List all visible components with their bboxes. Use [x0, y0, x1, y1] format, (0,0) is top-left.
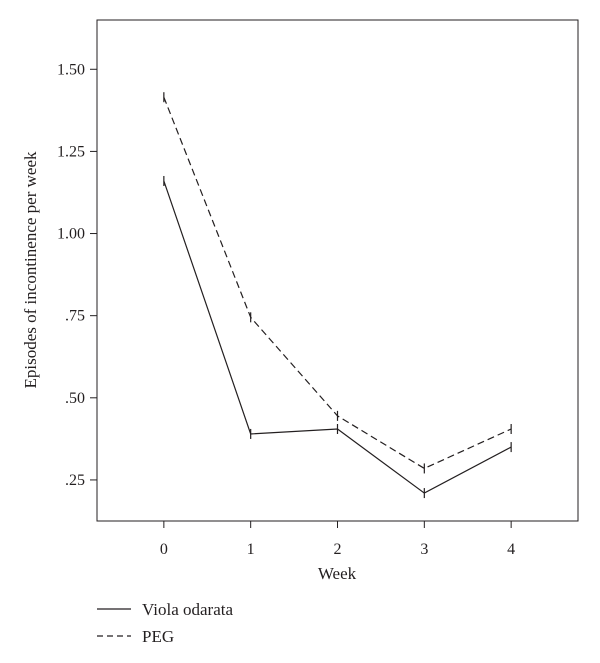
- legend-label-viola-odarata: Viola odarata: [142, 600, 233, 619]
- x-tick-label: 2: [334, 541, 342, 558]
- x-tick-label: 0: [160, 541, 168, 558]
- y-tick-label: .25: [65, 472, 85, 489]
- y-axis-title: Episodes of incontinence per week: [21, 151, 40, 388]
- legend-label-peg: PEG: [142, 627, 174, 646]
- series-line-viola-odarata: [163, 180, 512, 494]
- y-tick-label: 1.00: [57, 226, 85, 243]
- y-tick-label: .50: [65, 390, 85, 407]
- series-layer: [163, 92, 512, 499]
- y-tick-label: 1.25: [57, 143, 85, 160]
- y-axis: .25 .50 .75 1.00 1.25 1.50: [57, 61, 97, 489]
- x-tick-label: 3: [420, 541, 428, 558]
- x-axis: 0 1 2 3 4: [160, 521, 515, 558]
- x-tick-label: 1: [247, 541, 255, 558]
- legend: Viola odarata PEG: [97, 600, 233, 646]
- y-tick-label: .75: [65, 308, 85, 325]
- x-axis-title: Week: [318, 564, 357, 583]
- y-tick-label: 1.50: [57, 61, 85, 78]
- plot-frame: [96, 19, 579, 522]
- x-tick-label: 4: [507, 541, 515, 558]
